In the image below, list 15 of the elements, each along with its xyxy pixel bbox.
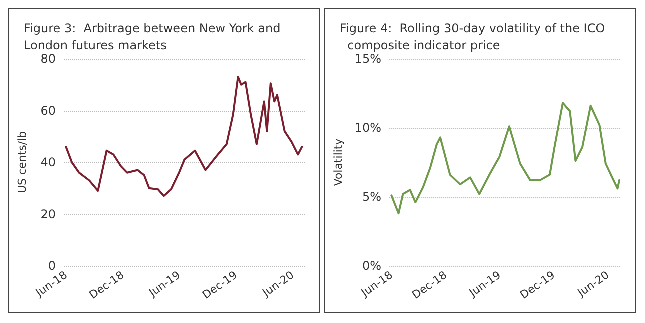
chart-title: Figure 3: Arbitrage between New York and London futures markets <box>24 22 285 52</box>
y-axis-title: US cents/lb <box>16 131 29 194</box>
y-tick-label: 0% <box>362 259 382 273</box>
y-tick-label: 80 <box>40 52 56 66</box>
y-tick-label: 20 <box>40 207 56 222</box>
y-tick-label: 60 <box>40 104 56 118</box>
line-series <box>390 102 621 215</box>
y-tick-label: 0 <box>48 259 56 273</box>
y-tick-label: 5% <box>362 190 382 204</box>
y-tick-label: 10% <box>354 121 382 135</box>
line-series <box>65 76 304 198</box>
y-axis-title: Volatility <box>332 138 345 186</box>
chart-title: Figure 4: Rolling 30-day volatility of the ICO composite indicator price <box>340 22 606 52</box>
y-tick-label: 15% <box>354 52 382 66</box>
y-tick-label: 40 <box>40 156 56 170</box>
